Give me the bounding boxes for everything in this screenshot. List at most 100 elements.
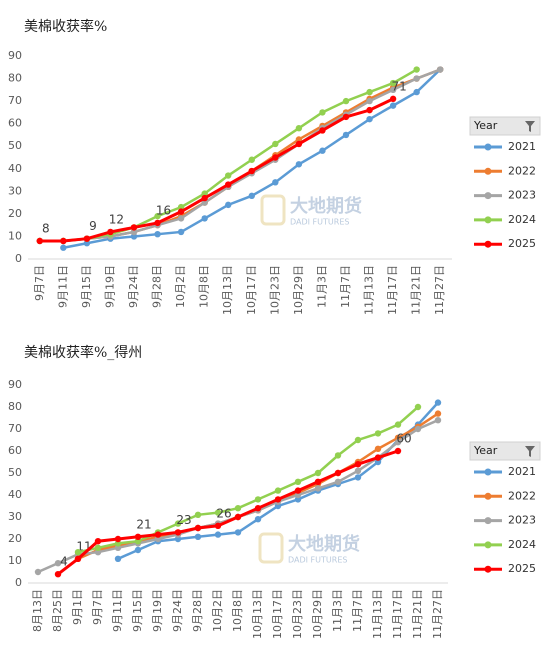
x-tick-label: 10月29日 <box>311 589 324 639</box>
point <box>225 201 232 209</box>
point <box>374 445 382 452</box>
x-tick-label: 11月3日 <box>331 589 344 632</box>
x-tick-label: 10月23日 <box>291 589 304 639</box>
point <box>354 467 362 474</box>
x-tick-label: 10月17日 <box>271 589 284 639</box>
x-tick-label: 11月27日 <box>431 589 444 639</box>
x-tick-label: 11月13日 <box>371 589 384 639</box>
value-label: 26 <box>216 506 231 520</box>
x-tick-label: 9月28日 <box>151 265 164 308</box>
point <box>94 549 102 556</box>
point <box>154 212 161 220</box>
value-label: 8 <box>42 221 50 235</box>
point <box>294 491 302 499</box>
x-tick-label: 10月2日 <box>211 589 224 632</box>
point <box>254 505 262 512</box>
point <box>394 434 402 441</box>
x-tick-label: 11月27日 <box>433 265 446 315</box>
y-tick-label: 80 <box>8 72 22 85</box>
y-tick-label: 40 <box>8 162 22 175</box>
point <box>389 102 397 109</box>
x-tick-label: 9月28日 <box>191 589 204 632</box>
point <box>177 208 185 215</box>
point <box>134 533 142 540</box>
point <box>114 555 122 562</box>
point <box>294 487 302 494</box>
point <box>254 496 262 503</box>
legend-marker <box>484 492 492 500</box>
point <box>394 447 402 455</box>
value-label: 23 <box>176 513 191 527</box>
point <box>366 88 373 96</box>
point <box>177 215 185 222</box>
x-tick-label: 9月19日 <box>103 265 116 308</box>
y-tick-label: 30 <box>8 184 22 197</box>
x-tick-label: 8月13日 <box>31 589 44 632</box>
point <box>295 161 303 168</box>
point <box>130 233 138 240</box>
point <box>194 511 202 518</box>
series-line <box>39 68 441 243</box>
point <box>214 509 222 516</box>
point <box>334 469 342 477</box>
series-line <box>77 406 419 554</box>
point <box>60 237 67 245</box>
point <box>374 430 382 437</box>
value-label: 21 <box>136 517 151 531</box>
point <box>294 496 302 503</box>
filter-icon <box>525 121 535 132</box>
point <box>83 240 91 247</box>
x-tick-label: 10月29日 <box>292 265 305 315</box>
legend-label: 2025 <box>508 237 536 250</box>
chart-title: 美棉收获率%_得州 <box>24 344 142 361</box>
point <box>342 131 350 139</box>
legend-marker <box>484 216 492 224</box>
series-line <box>57 449 399 576</box>
point <box>74 555 82 562</box>
y-tick-label: 90 <box>8 49 22 62</box>
point <box>225 181 232 188</box>
x-tick-label: 9月11日 <box>56 265 69 308</box>
point <box>94 538 102 545</box>
point <box>130 224 138 231</box>
point <box>201 199 208 206</box>
watermark-sub: DADI FUTURES <box>288 556 347 565</box>
value-label: 9 <box>89 219 97 233</box>
legend-label: 2025 <box>508 562 536 575</box>
point <box>114 540 122 547</box>
point <box>272 154 279 161</box>
point <box>274 496 282 503</box>
chart-title: 美棉收获率% <box>24 18 107 35</box>
legend-marker <box>484 468 492 476</box>
y-tick-label: 90 <box>8 378 22 391</box>
legend-label: 2022 <box>508 164 536 177</box>
y-tick-label: 20 <box>8 532 22 545</box>
point <box>437 66 444 73</box>
x-tick-label: 10月8日 <box>198 265 211 308</box>
y-tick-label: 10 <box>8 229 22 242</box>
y-tick-label: 10 <box>8 554 22 567</box>
point <box>366 97 373 105</box>
point <box>174 529 182 536</box>
point <box>83 235 91 242</box>
point <box>201 190 208 197</box>
y-tick-label: 50 <box>8 139 22 152</box>
point <box>274 487 282 494</box>
point <box>314 478 322 485</box>
legend-marker <box>484 565 492 573</box>
point <box>194 524 202 532</box>
point <box>374 458 382 466</box>
point <box>134 538 142 545</box>
point <box>389 79 397 87</box>
point <box>374 454 382 461</box>
point <box>434 410 442 417</box>
point <box>295 124 303 132</box>
y-tick-label: 20 <box>8 207 22 220</box>
x-tick-label: 9月11日 <box>111 589 124 632</box>
point <box>394 421 402 428</box>
point <box>174 535 182 543</box>
point <box>201 215 208 222</box>
value-label: 71 <box>391 79 406 93</box>
y-tick-label: 0 <box>15 252 22 265</box>
